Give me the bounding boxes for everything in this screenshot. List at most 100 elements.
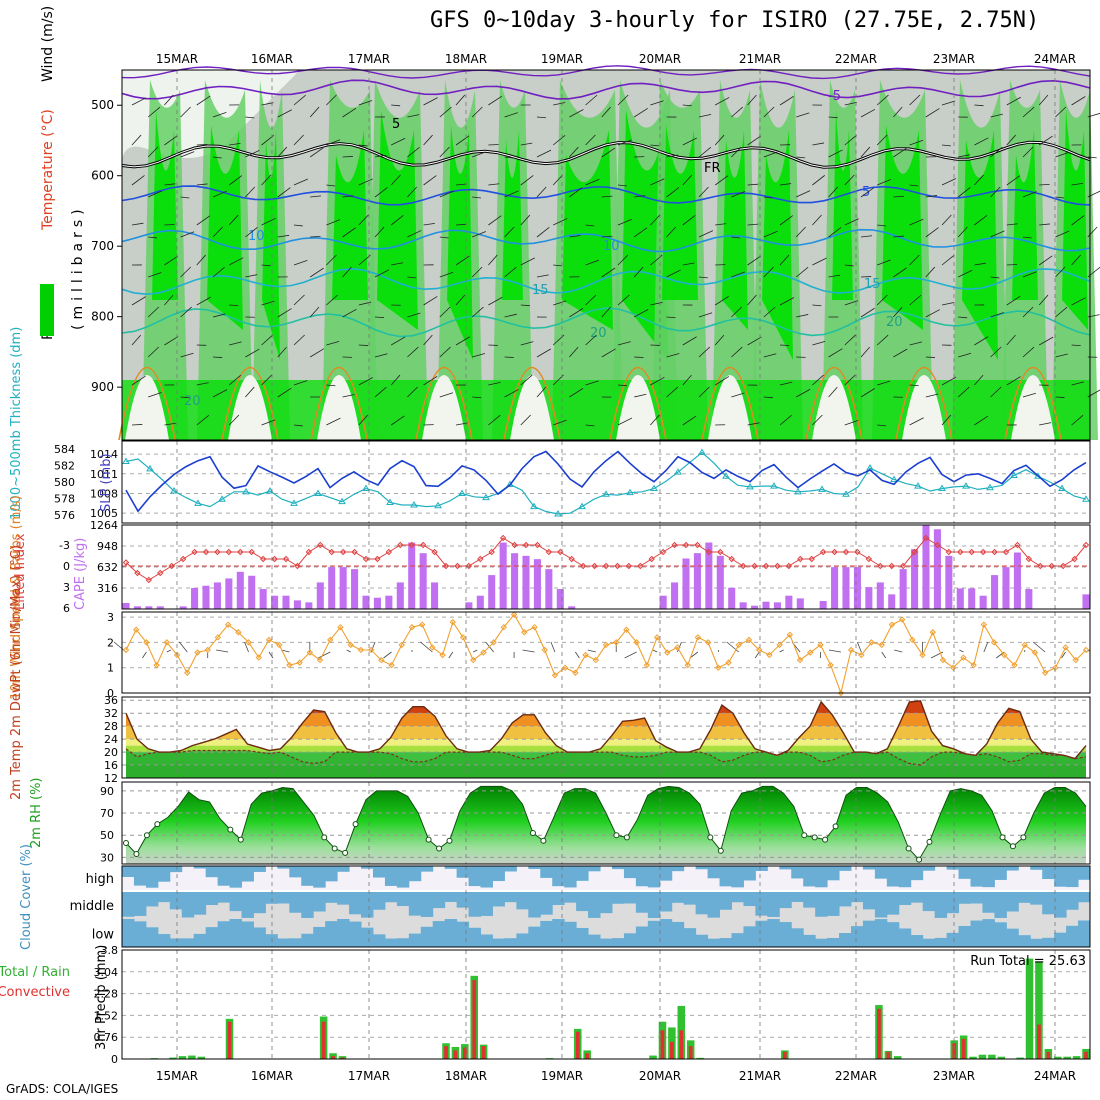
li-point [248, 548, 255, 556]
wind-point [725, 659, 732, 666]
surface-wind-barb [856, 641, 862, 653]
wind-barb [958, 269, 973, 278]
surface-wind-barb [1061, 651, 1066, 659]
temp-contour-minus5 [121, 79, 1091, 100]
wind-barb [261, 419, 276, 426]
cloud-mid-cell [205, 892, 219, 905]
y-tick-label: 1008 [90, 487, 118, 500]
wind-barb [277, 308, 292, 318]
wind-point [1041, 669, 1049, 676]
rh-point [801, 832, 808, 839]
cape-bar [853, 567, 861, 609]
wind-point [1011, 661, 1018, 669]
ylabel-text: 2m RH (%) [29, 777, 44, 848]
cloud-high-cell [1042, 866, 1055, 880]
wind-barb [909, 254, 920, 266]
cloud-mid-cell [958, 892, 971, 904]
cape-bar [488, 575, 496, 609]
wind-barb [569, 346, 579, 358]
y-tick-label: 3.04 [94, 966, 119, 979]
li-point [477, 555, 484, 563]
wind-point [459, 634, 467, 641]
wind-barb [828, 274, 841, 278]
precip-conv-bar [679, 1030, 684, 1059]
li-point [614, 562, 621, 570]
wind-barb [909, 94, 921, 106]
contour-label: 5 [862, 185, 870, 200]
cloud-low-cell [205, 927, 219, 947]
cloud-mid-cell [432, 892, 446, 909]
cloud-high-cell [1006, 866, 1019, 871]
wind-barb [326, 294, 338, 306]
cape-bar [1002, 567, 1010, 609]
wind-barb [666, 316, 676, 319]
cloud-mid-cell [169, 892, 183, 910]
rh-point [832, 823, 839, 830]
wind-barb [1039, 183, 1050, 186]
wind-barb [796, 190, 811, 198]
cape-bar [922, 525, 930, 609]
wind-barb [504, 156, 514, 159]
wind-barb [650, 301, 663, 306]
wind-barb [1071, 215, 1085, 226]
cloud-low-cell [611, 938, 625, 947]
li-point [511, 541, 518, 549]
wind-barb [488, 183, 500, 186]
wind-barb [342, 227, 356, 238]
cloud-mid-cell [564, 892, 577, 903]
day-label-bottom: 17MAR [348, 1069, 390, 1083]
wind-barb [585, 178, 600, 186]
cape-bar [796, 598, 804, 609]
wind-barb [682, 374, 692, 386]
cloud-mid-cell [970, 892, 983, 904]
slp-ylabel-right: SLP (mb) [99, 453, 114, 512]
wind-barb [569, 187, 583, 198]
cloud-mid-cell [791, 892, 804, 903]
wind-barb [941, 214, 952, 226]
wind-barb [585, 294, 597, 306]
wind-barb [180, 231, 195, 238]
cloud-mid-cell [707, 892, 721, 918]
thickness-point [1010, 471, 1018, 478]
y-tick-label: 700 [91, 239, 114, 253]
wind-barb [909, 384, 919, 387]
cloud-mid-cell [659, 892, 673, 912]
precip-total-bar [696, 1057, 704, 1059]
precip-total-bar [1025, 958, 1034, 1059]
wind-barb [374, 353, 388, 358]
wind-barb [666, 353, 680, 358]
cloud-low-cell [217, 921, 231, 947]
wind-barb [423, 334, 433, 346]
cloud-high-cell [779, 866, 792, 870]
li-point [488, 548, 495, 556]
rh-field-saturated [832, 110, 853, 300]
surface-wind-barb [244, 641, 249, 653]
wind-barb [472, 196, 481, 199]
y-tick-label: 50 [100, 829, 114, 842]
wind-barb [585, 380, 599, 386]
wind-barb [1071, 254, 1081, 266]
li-point [145, 576, 153, 584]
cloud-low-cell [803, 934, 816, 947]
cloud-mid-cell [193, 892, 207, 915]
wind-barb [147, 306, 160, 318]
thickness-point [338, 497, 346, 505]
cloud-high-cell [325, 866, 338, 882]
wind-barb [1071, 96, 1086, 106]
ylabel-text: SLP (mb) [99, 453, 114, 512]
precip-conv-bar [660, 1030, 665, 1059]
wind-barb [747, 223, 759, 226]
wind-barb [682, 137, 697, 146]
li-point [979, 548, 987, 556]
wind-barb [893, 195, 904, 198]
cloud-high-cell [301, 866, 314, 886]
wind-point [990, 639, 998, 646]
panel-background-wind [122, 612, 1090, 693]
wind-barb [293, 380, 308, 386]
cloud-high-cell [982, 866, 995, 888]
cloud-low-cell [588, 934, 601, 947]
y-tick-label-left: 3 [63, 581, 70, 594]
li-point [317, 541, 324, 549]
dry-plume [228, 375, 272, 440]
cape-bar [1025, 589, 1033, 609]
